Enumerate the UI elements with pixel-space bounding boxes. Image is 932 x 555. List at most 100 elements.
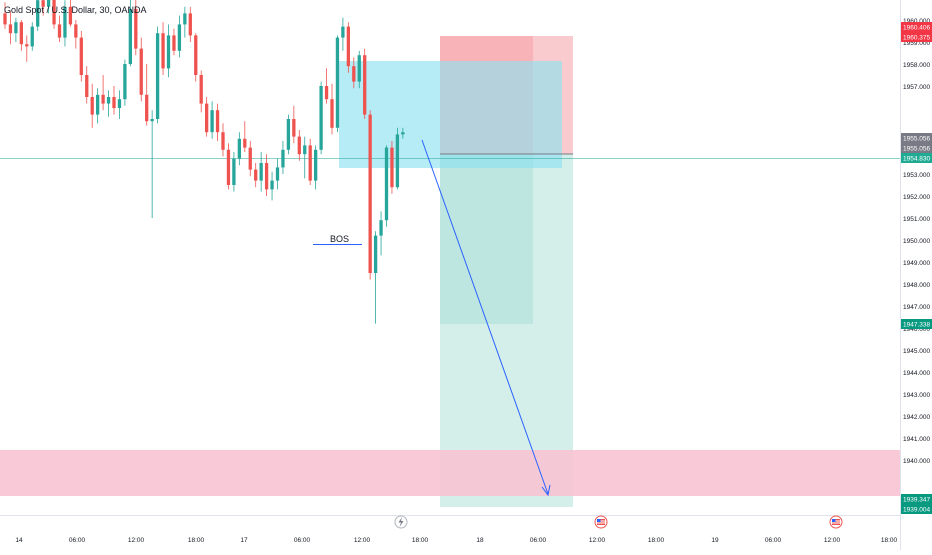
- time-tick-label: 06:00: [530, 537, 547, 544]
- symbol-title[interactable]: Gold Spot / U.S. Dollar, 30, OANDA: [4, 5, 147, 15]
- price-tick-label: 1942.000: [903, 414, 930, 421]
- time-tick-label: 18: [476, 537, 484, 544]
- candle-body: [199, 75, 203, 104]
- price-tick-label: 1960.000: [903, 18, 930, 25]
- candle-body: [221, 132, 225, 150]
- demand-zone[interactable]: [0, 450, 900, 496]
- candle-body: [335, 37, 340, 128]
- candle-body: [205, 103, 209, 133]
- candle-body: [101, 94, 105, 104]
- candle-body: [292, 119, 296, 137]
- candle-body: [145, 94, 149, 122]
- bos-label: BOS: [330, 234, 349, 244]
- time-tick-label: 06:00: [294, 537, 311, 544]
- lightning-icon[interactable]: [394, 515, 408, 529]
- price-tick-label: 1944.000: [903, 370, 930, 377]
- candle-body: [63, 6, 67, 38]
- take-profit-inner-zone[interactable]: [440, 154, 533, 324]
- candle-body: [41, 0, 45, 7]
- candle-body: [395, 134, 400, 188]
- candle-body: [352, 66, 356, 82]
- stop-line-badge: [901, 32, 932, 42]
- candle-body: [36, 0, 40, 27]
- entry-price-badge: [901, 133, 932, 143]
- candle-body: [161, 33, 165, 69]
- price-tick-label: 1950.000: [903, 238, 930, 245]
- candle-body: [134, 9, 138, 49]
- candle-body: [363, 55, 367, 115]
- candle-body: [96, 94, 100, 115]
- candle-body: [183, 13, 187, 25]
- price-tick-label: 1958.000: [903, 62, 930, 69]
- us-flag-icon[interactable]: [829, 515, 843, 529]
- price-tick-label: 1948.000: [903, 282, 930, 289]
- candle-body: [270, 180, 274, 190]
- candle-body: [237, 138, 241, 159]
- time-tick-label: 12:00: [128, 537, 145, 544]
- price-tick-label: 1945.000: [903, 348, 930, 355]
- price-tick-label: 1943.000: [903, 392, 930, 399]
- candle-body: [215, 110, 220, 133]
- candle-body: [275, 167, 280, 181]
- candle-body: [390, 147, 394, 188]
- time-tick-label: 17: [240, 537, 248, 544]
- time-tick-label: 12:00: [824, 537, 841, 544]
- entry-line-badge-text: 1955.056: [903, 146, 930, 153]
- candle-body: [14, 22, 18, 34]
- entry-line-badge: [901, 143, 932, 153]
- candle-body: [303, 145, 307, 155]
- trade-direction-arrow[interactable]: [421, 139, 549, 495]
- price-tick-label: 1941.000: [903, 436, 930, 443]
- target-line-badge: [901, 504, 932, 514]
- candle-body: [150, 119, 154, 122]
- price-axis[interactable]: 1938.0001940.0001941.0001942.0001943.000…: [900, 0, 932, 550]
- supply-zone-box[interactable]: [339, 61, 562, 168]
- candle-body: [346, 26, 350, 67]
- candle-body: [19, 22, 23, 45]
- candle-body: [188, 13, 192, 36]
- candle-body: [117, 99, 122, 108]
- price-tick-label: 1949.000: [903, 260, 930, 267]
- candle-body: [166, 35, 171, 69]
- time-tick-label: 18:00: [412, 537, 429, 544]
- candle-body: [373, 235, 378, 273]
- target-price-badge-text: 1939.347: [903, 497, 930, 504]
- candle-body: [384, 147, 389, 221]
- price-tick-label: 1947.000: [903, 304, 930, 311]
- time-tick-label: 18:00: [188, 537, 205, 544]
- candle-body: [128, 9, 132, 64]
- candle-body: [194, 35, 198, 75]
- candle-body: [357, 55, 361, 82]
- candle-body: [319, 86, 323, 150]
- candle-body: [314, 149, 318, 181]
- candle-body: [90, 97, 94, 115]
- stop-line-badge-text: 1960.375: [903, 35, 930, 42]
- time-tick-label: 12:00: [354, 537, 371, 544]
- stop-price-badge: [901, 22, 932, 32]
- candle-body: [401, 132, 405, 135]
- candle-body: [46, 0, 51, 7]
- candle-body: [308, 145, 312, 181]
- time-tick-label: 06:00: [69, 537, 86, 544]
- candle-body: [30, 26, 34, 47]
- price-tick-label: 1940.000: [903, 458, 930, 465]
- us-flag-icon[interactable]: [594, 515, 608, 529]
- candle-body: [286, 119, 291, 150]
- candle-body: [259, 163, 263, 181]
- candles-layer: [3, 0, 405, 324]
- candle-body: [123, 64, 127, 100]
- mid-target-badge: [901, 319, 932, 329]
- time-axis[interactable]: 14 06:00 12:00 18:00 17 06:00 12:00 18:00 18 06:0…: [15, 537, 897, 544]
- candle-body: [177, 24, 182, 51]
- candle-body: [341, 26, 345, 38]
- target-price-badge: [901, 494, 932, 504]
- price-tick-label: 1946.000: [903, 326, 930, 333]
- candle-body: [52, 0, 56, 25]
- candle-body: [368, 114, 372, 273]
- price-badges: 1960.406 1960.375 1955.056 1955.056 1954.830…: [901, 22, 932, 514]
- candle-body: [74, 24, 78, 38]
- candle-body: [210, 110, 214, 133]
- candle-body: [57, 24, 62, 38]
- candle-body: [139, 48, 143, 95]
